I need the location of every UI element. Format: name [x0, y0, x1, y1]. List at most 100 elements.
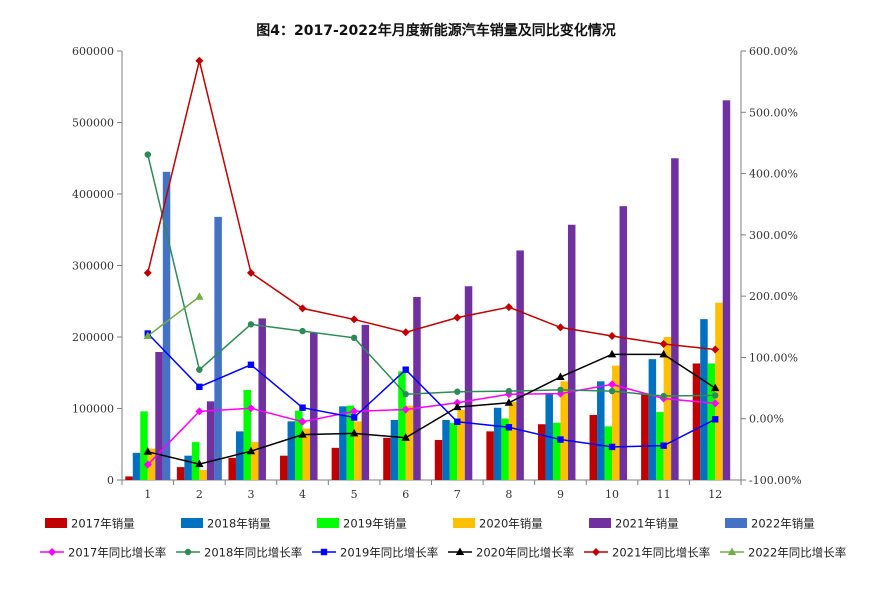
bar — [346, 405, 355, 480]
x-tick-label: 6 — [402, 488, 409, 501]
data-point — [453, 313, 462, 322]
legend-label: 2017年同比增长率 — [68, 546, 166, 560]
bar — [258, 318, 266, 480]
right-tick-label: 300.00% — [749, 229, 798, 242]
bar — [434, 439, 443, 480]
x-tick-label: 7 — [454, 488, 461, 501]
legend-marker — [320, 548, 328, 556]
x-tick-label: 11 — [657, 488, 671, 501]
bar — [589, 414, 598, 480]
bar — [715, 302, 723, 480]
bar — [199, 469, 207, 480]
bar — [295, 410, 303, 480]
left-tick-label: 100000 — [72, 403, 114, 416]
series-line — [147, 383, 716, 466]
bar — [214, 216, 222, 480]
data-point — [711, 383, 720, 392]
data-point — [711, 399, 720, 408]
bar — [560, 381, 568, 480]
bar — [235, 431, 244, 480]
x-tick-label: 4 — [299, 488, 306, 501]
bar — [191, 442, 200, 480]
bar — [243, 389, 251, 480]
right-tick-label: 500.00% — [749, 106, 798, 119]
data-point — [556, 323, 565, 332]
series-line — [147, 60, 716, 351]
bar — [405, 405, 414, 480]
x-tick-label: 1 — [144, 488, 151, 501]
data-point — [144, 151, 151, 158]
data-point — [298, 430, 307, 438]
bar — [486, 431, 494, 480]
data-point — [453, 402, 462, 411]
data-point — [401, 433, 410, 441]
bar — [604, 426, 613, 480]
x-tick-label: 9 — [557, 488, 564, 501]
legend-marker — [455, 547, 465, 555]
data-point — [659, 349, 668, 358]
data-point — [504, 398, 514, 406]
data-point — [608, 387, 616, 395]
series-line — [147, 154, 716, 397]
data-point — [711, 345, 720, 354]
data-point — [298, 304, 307, 313]
legend-swatch — [317, 518, 339, 528]
bar — [648, 359, 657, 480]
x-axis: 1 2 3 4 5 6 7 8 9 10 11 12 — [121, 480, 742, 501]
data-point — [505, 424, 513, 431]
series-line — [147, 353, 716, 465]
bar — [132, 452, 141, 480]
bar — [162, 171, 171, 480]
legend-label: 2019年同比增长率 — [340, 546, 438, 560]
data-point — [401, 405, 410, 414]
bar — [722, 100, 731, 481]
legend-label: 2022年销量 — [751, 517, 815, 531]
right-tick-label: 0.00% — [749, 413, 784, 426]
data-point — [195, 292, 204, 300]
data-point — [143, 268, 152, 277]
data-point — [246, 446, 256, 455]
data-point — [402, 366, 409, 373]
legend-swatch — [589, 518, 611, 528]
data-point — [299, 327, 306, 335]
legend-label: 2020年销量 — [479, 517, 543, 531]
data-point — [349, 428, 359, 437]
x-tick-label: 5 — [351, 488, 358, 501]
data-point — [246, 268, 255, 277]
legend-marker — [727, 547, 737, 555]
bar — [361, 324, 370, 480]
data-point — [402, 391, 409, 398]
legend-label: 2021年同比增长率 — [612, 546, 710, 560]
bar — [250, 442, 259, 480]
data-point — [607, 349, 617, 358]
bar — [552, 422, 561, 480]
data-point — [143, 447, 152, 455]
data-point — [298, 417, 307, 426]
data-point — [712, 392, 719, 399]
data-point — [350, 414, 358, 421]
data-point — [505, 387, 513, 395]
bar — [449, 422, 458, 480]
left-tick-label: 200000 — [72, 331, 114, 344]
legend-marker — [184, 548, 192, 556]
right-tick-label: 600.00% — [749, 45, 798, 58]
line-layer — [143, 56, 720, 469]
bar — [508, 402, 517, 480]
bar — [501, 418, 509, 480]
data-point — [299, 404, 306, 411]
x-tick-label: 8 — [505, 488, 512, 501]
data-point — [454, 388, 461, 395]
data-point — [246, 404, 255, 413]
bar — [464, 286, 473, 480]
bar — [398, 371, 406, 480]
bar — [567, 224, 576, 480]
right-tick-label: 100.00% — [749, 351, 798, 364]
legend-swatch — [181, 518, 203, 528]
data-point — [712, 416, 719, 423]
legend-label: 2020年同比增长率 — [476, 546, 574, 560]
bar — [206, 401, 215, 480]
legend-label: 2019年销量 — [343, 517, 407, 531]
x-tick-label: 12 — [708, 488, 722, 501]
bar — [310, 332, 318, 480]
